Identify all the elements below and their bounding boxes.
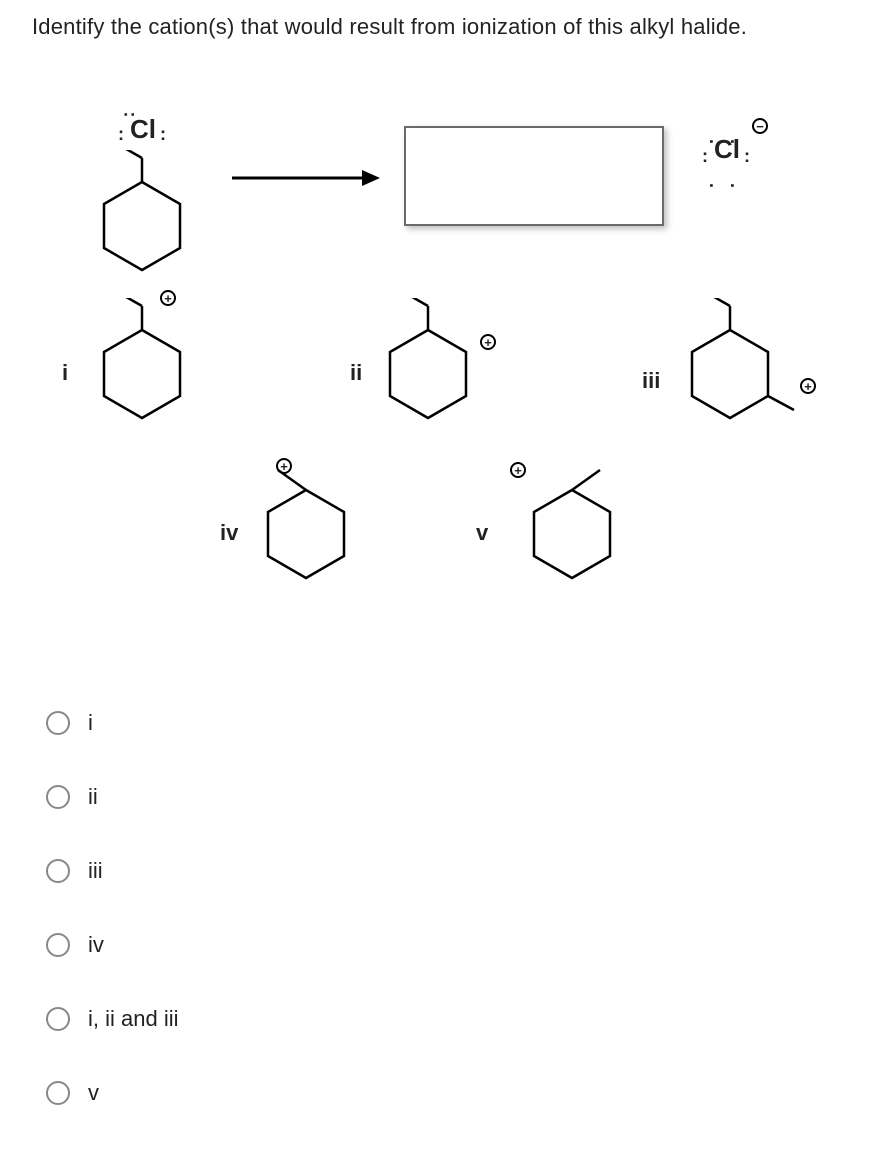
structure-i-charge-icon: + [160, 290, 176, 306]
label-i: i [62, 360, 68, 386]
option-label: i, ii and iii [88, 1006, 178, 1032]
structure-ii [378, 298, 498, 428]
cl-text: Cl [130, 114, 156, 145]
option-label: ii [88, 784, 98, 810]
radio-icon[interactable] [46, 1081, 70, 1105]
reaction-arrow-icon [232, 166, 382, 195]
option-iii[interactable]: iii [46, 858, 178, 884]
lone-pair-top: : [120, 112, 141, 117]
structure-iii-charge-icon: + [800, 378, 816, 394]
product-placeholder-box [404, 126, 664, 226]
lone-pair-right: : [160, 124, 165, 145]
structure-iii [680, 298, 810, 428]
question-text: Identify the cation(s) that would result… [32, 14, 747, 40]
label-iii: iii [642, 368, 660, 394]
option-label: iv [88, 932, 104, 958]
option-i[interactable]: i [46, 710, 178, 736]
radio-icon[interactable] [46, 933, 70, 957]
negative-charge-icon: − [752, 118, 768, 134]
label-v: v [476, 520, 488, 546]
answer-options: i ii iii iv i, ii and iii v [46, 710, 178, 1154]
structure-ii-charge-icon: + [480, 334, 496, 350]
radio-icon[interactable] [46, 711, 70, 735]
structure-iv [256, 458, 376, 588]
anion-lone-pair-right: : [744, 146, 749, 167]
structure-v-charge-icon: + [510, 462, 526, 478]
option-label: iii [88, 858, 103, 884]
label-iv: iv [220, 520, 238, 546]
anion-lone-pair-top: . . [705, 139, 747, 143]
radio-icon[interactable] [46, 785, 70, 809]
label-ii: ii [350, 360, 362, 386]
option-label: v [88, 1080, 99, 1106]
reactant-hexagon [92, 150, 212, 280]
structure-v [522, 458, 642, 588]
option-v[interactable]: v [46, 1080, 178, 1106]
anion-lone-pair-bottom: . . [705, 183, 747, 187]
structure-i [92, 298, 212, 428]
reaction-diagram: : Cl : : : Cl : . . . . − i + ii [32, 90, 844, 630]
option-i-ii-iii[interactable]: i, ii and iii [46, 1006, 178, 1032]
anion-lone-pair-left: : [702, 146, 707, 167]
option-label: i [88, 710, 93, 736]
option-iv[interactable]: iv [46, 932, 178, 958]
radio-icon[interactable] [46, 859, 70, 883]
structure-iv-charge-icon: + [276, 458, 292, 474]
lone-pair-left: : [118, 124, 123, 145]
radio-icon[interactable] [46, 1007, 70, 1031]
option-ii[interactable]: ii [46, 784, 178, 810]
